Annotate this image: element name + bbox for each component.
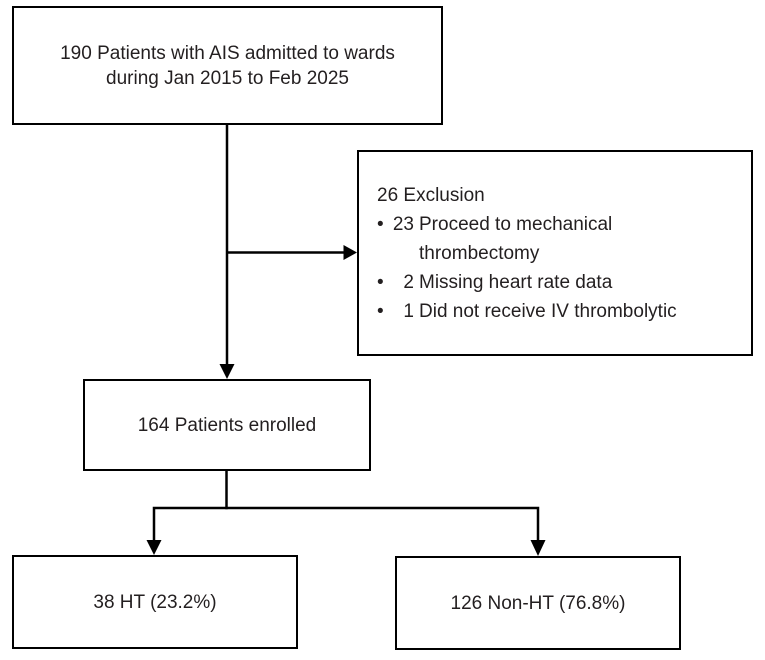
ht-group-box: 38 HT (23.2%) xyxy=(12,555,298,649)
exclusion-reason: Proceed to mechanical thrombectomy xyxy=(419,213,613,264)
connector-split-bar xyxy=(152,506,540,542)
exclusion-reason: Did not receive IV thrombolytic xyxy=(419,300,677,322)
ht-group-label: 38 HT (23.2%) xyxy=(93,591,217,613)
bullet-icon: • xyxy=(377,213,384,235)
non-ht-group-box: 126 Non-HT (76.8%) xyxy=(395,556,681,650)
admitted-patients-line2: during Jan 2015 to Feb 2025 xyxy=(106,67,349,89)
patients-enrolled-box: 164 Patients enrolled xyxy=(83,379,371,471)
exclusion-box: 26 Exclusion • 23 Proceed to mechanical … xyxy=(357,150,753,356)
patients-enrolled-label: 164 Patients enrolled xyxy=(137,414,317,436)
non-ht-group-label: 126 Non-HT (76.8%) xyxy=(450,592,626,614)
bullet-icon: • xyxy=(377,271,384,293)
arrowhead-enrolled xyxy=(219,364,235,379)
exclusion-bullet-item: • 1 Did not receive IV thrombolytic xyxy=(377,297,739,326)
exclusion-count: 23 xyxy=(392,213,414,235)
exclusion-reason: Missing heart rate data xyxy=(419,271,613,293)
exclusion-bullet-item: • 23 Proceed to mechanical thrombectomy xyxy=(377,210,739,268)
exclusion-count: 1 xyxy=(403,300,414,322)
exclusion-count: 2 xyxy=(403,271,414,293)
arrowhead-non-ht xyxy=(530,540,546,556)
bullet-icon: • xyxy=(377,300,384,322)
arrowhead-ht xyxy=(146,540,162,555)
exclusion-bullet-item: • 2 Missing heart rate data xyxy=(377,268,739,297)
exclusion-title: 26 Exclusion xyxy=(377,184,485,206)
arrowhead-exclusion xyxy=(343,245,357,260)
admitted-patients-box: 190 Patients with AIS admitted to wards … xyxy=(12,6,443,125)
admitted-patients-line1: 190 Patients with AIS admitted to wards xyxy=(60,42,395,64)
